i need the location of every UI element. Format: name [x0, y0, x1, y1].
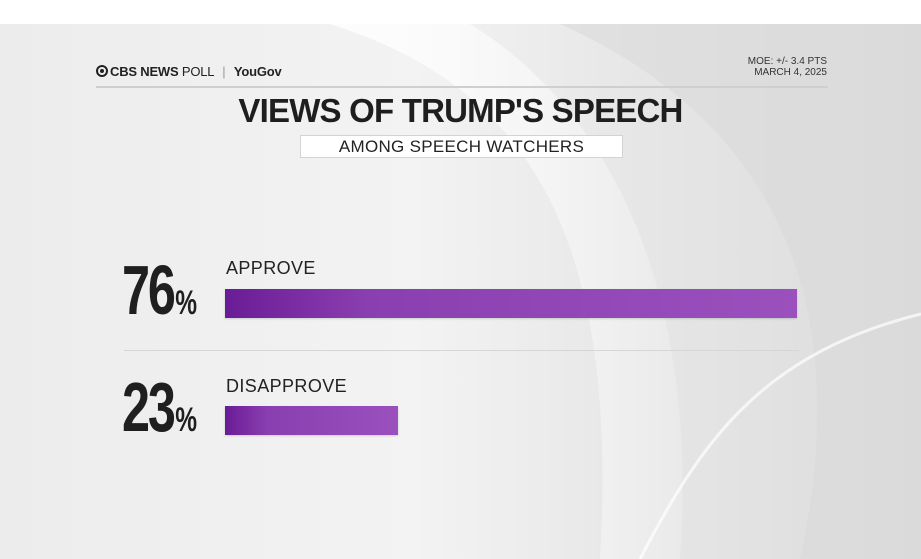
row-divider	[124, 350, 799, 351]
chart-title: VIEWS OF TRUMP'S SPEECH	[238, 92, 683, 129]
margin-of-error: MOE: +/- 3.4 PTS	[747, 56, 827, 67]
value-label-approve: 76%	[122, 250, 197, 330]
brand-logo: CBS NEWS POLL | YouGov	[96, 64, 282, 79]
category-label-disapprove: DISAPPROVE	[226, 376, 348, 396]
bar-approve	[225, 289, 797, 318]
value-number-approve: 76	[122, 251, 176, 329]
cbs-eye-icon	[96, 65, 108, 77]
brand-network: CBS NEWS	[110, 64, 179, 79]
header-rule	[96, 86, 828, 88]
bar-disapprove	[225, 406, 398, 435]
category-label-approve: APPROVE	[226, 258, 316, 278]
poll-date: MARCH 4, 2025	[754, 67, 827, 78]
brand-partner: YouGov	[233, 64, 282, 79]
value-unit-disapprove: %	[175, 401, 197, 439]
value-unit-approve: %	[175, 284, 197, 322]
poll-meta: MOE: +/- 3.4 PTS MARCH 4, 2025	[748, 56, 827, 78]
value-number-disapprove: 23	[122, 368, 176, 446]
brand-separator: |	[222, 64, 226, 79]
chart-panel: CBS NEWS POLL | YouGov MOE: +/- 3.4 PTS …	[0, 24, 921, 559]
chart-subtitle: AMONG SPEECH WATCHERS	[300, 135, 623, 158]
brand-poll: POLL	[181, 64, 214, 79]
value-label-disapprove: 23%	[122, 367, 197, 447]
